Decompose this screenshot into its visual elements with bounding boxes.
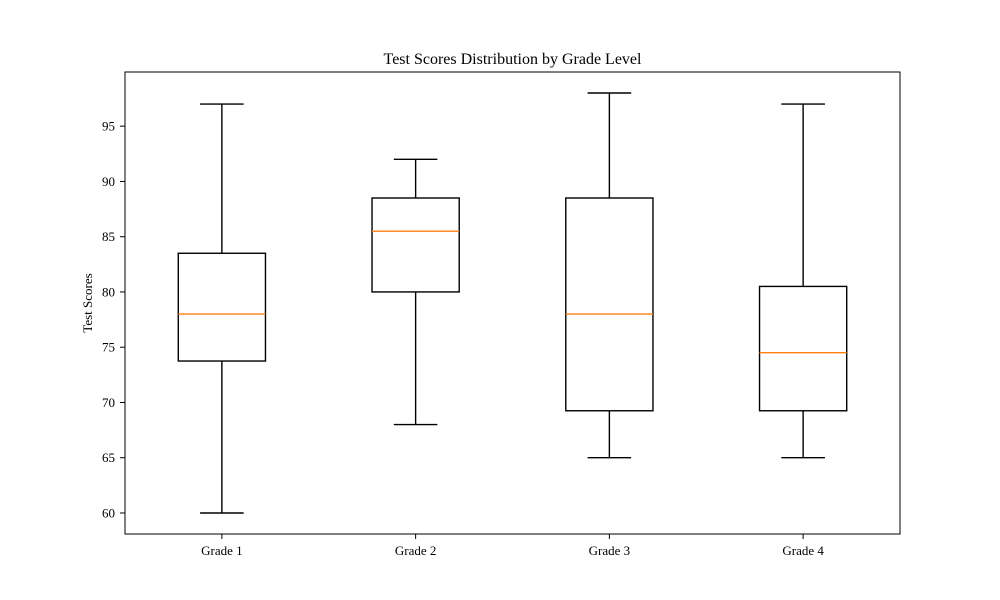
box-1 <box>177 103 267 514</box>
plot-area: 60 65 70 75 80 85 90 95 Grade 1 Grade 2 Grade 3 Gra… <box>102 92 848 558</box>
x-tick-label: Grade 2 <box>395 543 437 558</box>
y-tick-label: 75 <box>102 340 115 355</box>
iqr-box <box>565 197 654 412</box>
box-3 <box>565 92 654 459</box>
y-tick-label: 85 <box>102 229 115 244</box>
y-tick-label: 80 <box>102 284 115 299</box>
y-tick-label: 95 <box>102 119 115 134</box>
y-tick-label: 60 <box>102 506 115 521</box>
y-axis-label: Test Scores <box>80 273 95 332</box>
iqr-box <box>371 197 460 293</box>
iqr-box <box>177 252 267 362</box>
x-tick-label: Grade 4 <box>782 543 824 558</box>
iqr-box <box>758 285 848 412</box>
y-tick-label: 90 <box>102 174 115 189</box>
x-tick-label: Grade 3 <box>589 543 631 558</box>
x-tick-label: Grade 1 <box>201 543 243 558</box>
box-2 <box>371 158 460 426</box>
box-4 <box>758 103 848 459</box>
y-tick-label: 65 <box>102 450 115 465</box>
plot-frame <box>124 71 901 535</box>
chart-title: Test Scores Distribution by Grade Level <box>384 51 642 68</box>
y-tick-label: 70 <box>102 395 115 410</box>
